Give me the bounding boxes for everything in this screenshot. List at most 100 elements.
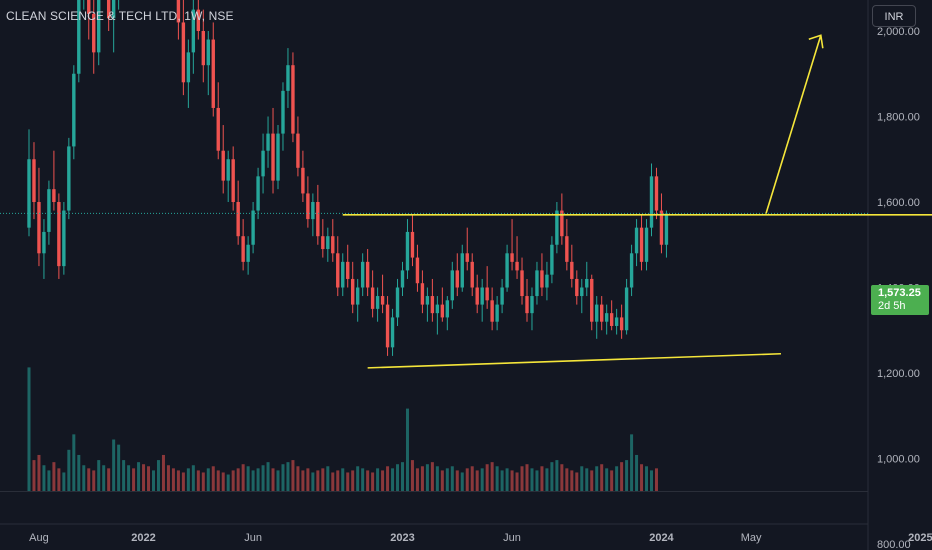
volume-bar	[186, 468, 190, 491]
candle-body	[619, 317, 624, 331]
volume-bar	[122, 460, 126, 491]
candle-body	[420, 283, 425, 305]
last-price-tag: 1,573.25 2d 5h	[871, 285, 929, 315]
support-line	[367, 352, 782, 369]
volume-bar	[251, 470, 255, 491]
volume-bar	[520, 466, 524, 491]
volume-bar	[620, 462, 624, 491]
candle-body	[92, 13, 96, 53]
candle-body	[649, 176, 654, 228]
volume-bar	[500, 470, 504, 491]
candle-body	[385, 304, 390, 348]
candle-body	[470, 261, 474, 288]
candle-body	[405, 231, 410, 271]
volume-bar	[246, 466, 250, 491]
volume-bar	[565, 468, 569, 491]
volume-bar	[535, 470, 539, 491]
candle-body	[355, 287, 360, 305]
volume-bar	[236, 468, 240, 491]
candle-body	[580, 287, 584, 297]
volume-bar	[97, 460, 101, 491]
candle-body	[251, 210, 255, 245]
volume-bar	[570, 470, 574, 491]
volume-bar	[117, 444, 121, 491]
candle-body	[236, 202, 240, 237]
candle-body	[301, 167, 305, 194]
volume-bar	[470, 466, 474, 491]
candle-body	[400, 270, 405, 288]
candle-body	[475, 287, 479, 305]
candle-body	[341, 261, 345, 288]
candle-body	[72, 73, 76, 147]
volume-bar	[386, 466, 390, 491]
candle-body	[565, 236, 569, 262]
volume-bar	[331, 472, 335, 491]
candle-body	[360, 261, 365, 288]
candle-body	[415, 257, 420, 284]
candle-body	[410, 231, 415, 258]
y-tick-label: 1,000.00	[877, 454, 920, 466]
candle-body	[261, 150, 265, 177]
volume-bar	[321, 468, 325, 491]
volume-bar	[152, 470, 155, 491]
breakout-arrow-shaft	[765, 35, 822, 214]
candle-body	[654, 176, 659, 211]
volume-bar	[42, 465, 46, 491]
volume-bar	[515, 472, 519, 491]
candle-body	[286, 65, 290, 91]
volume-bar	[625, 460, 629, 491]
volume-bar	[226, 474, 230, 491]
candle-body	[32, 159, 36, 202]
volume-bar	[112, 439, 116, 491]
candle-body	[326, 236, 330, 250]
volume-bar	[77, 454, 81, 491]
volume-bar	[127, 465, 131, 491]
volume-bar	[291, 460, 295, 491]
candle-body	[311, 202, 315, 220]
volume-bar	[645, 466, 649, 491]
candle-body	[67, 146, 71, 211]
candle-body	[390, 317, 395, 348]
candle-body	[624, 287, 629, 331]
x-tick-label: Jun	[244, 532, 262, 544]
volume-bar	[57, 468, 61, 491]
candle-body	[186, 52, 191, 83]
candle-body	[639, 227, 644, 262]
candle-body	[495, 304, 499, 322]
volume-bar	[455, 470, 459, 491]
candle-body	[525, 296, 529, 314]
candle-body	[664, 213, 669, 245]
candle-body	[520, 270, 524, 297]
x-tick-label: 2025	[908, 532, 932, 544]
candle-body	[585, 278, 589, 288]
volume-bar	[396, 464, 400, 491]
candle-body	[281, 90, 285, 134]
candle-body	[550, 244, 554, 275]
candle-body	[375, 296, 380, 309]
currency-button[interactable]: INR	[872, 5, 916, 27]
candle-body	[500, 287, 504, 305]
candle-body	[510, 253, 514, 262]
candle-body	[216, 107, 220, 151]
volume-bar	[490, 462, 494, 491]
candle-body	[206, 39, 210, 66]
breakout-arrow-head	[808, 34, 824, 49]
volume-bar	[615, 466, 619, 491]
volume-bar	[27, 367, 31, 491]
volume-bar	[420, 466, 424, 491]
volume-bar	[495, 466, 499, 491]
candle-body	[111, 0, 116, 19]
volume-bar	[415, 468, 419, 491]
candle-body	[87, 0, 91, 14]
volume-bar	[610, 470, 614, 491]
volume-bar	[465, 468, 469, 491]
volume-bar	[351, 470, 355, 491]
candle-body	[37, 202, 41, 254]
candle-body	[77, 0, 81, 74]
candle-body	[629, 253, 634, 288]
candle-body	[321, 236, 325, 250]
volume-bar	[366, 470, 370, 491]
y-tick-label: 800.00	[877, 539, 911, 550]
candle-body	[604, 313, 609, 322]
